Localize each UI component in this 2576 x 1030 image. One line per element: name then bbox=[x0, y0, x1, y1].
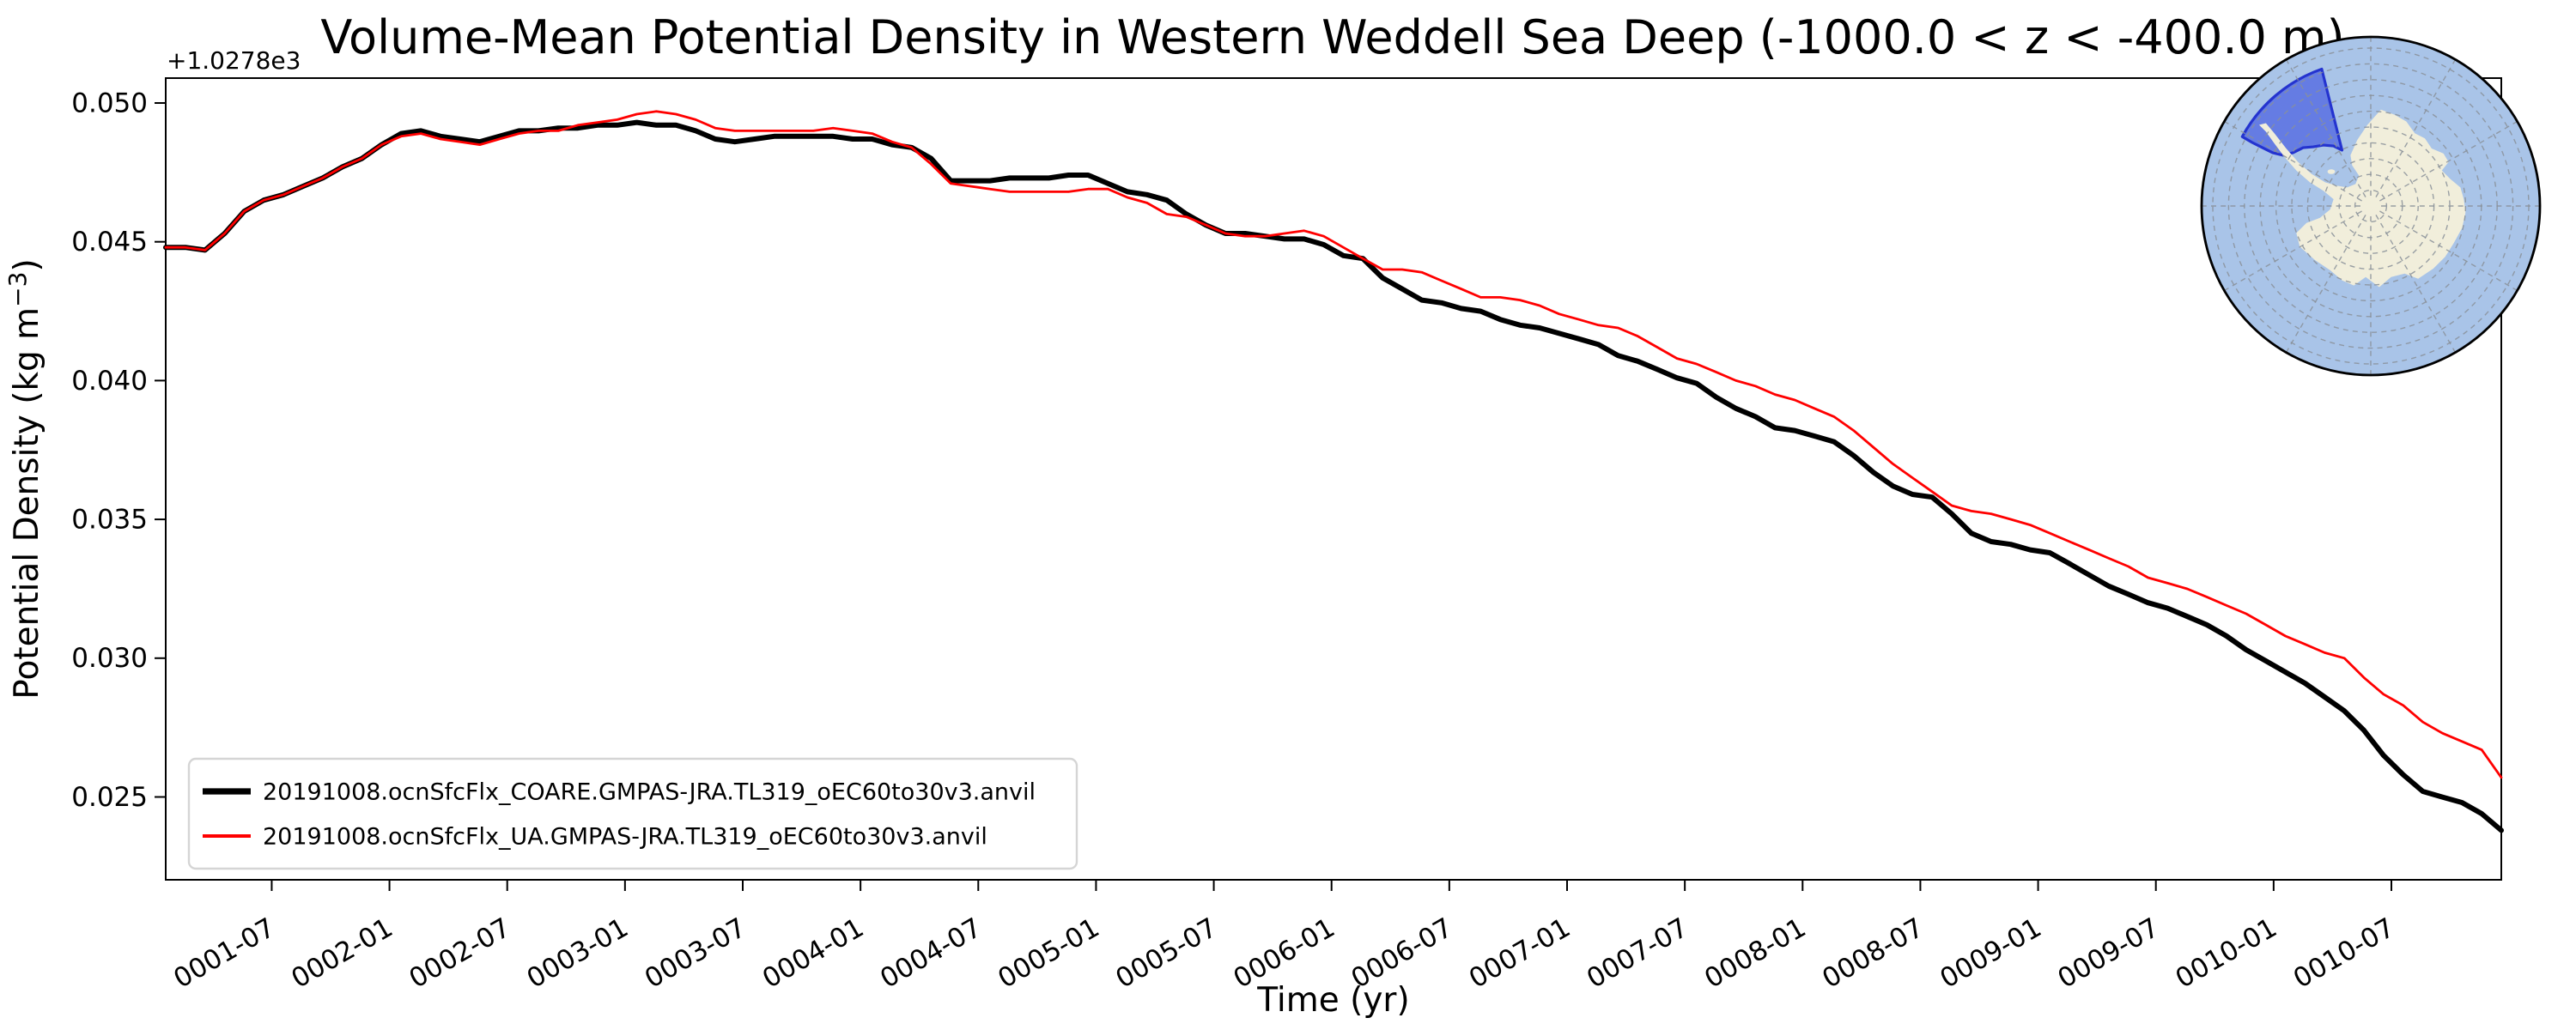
y-tick-label: 0.045 bbox=[71, 227, 148, 258]
axes-spines bbox=[165, 77, 2502, 881]
y-tick-label: 0.025 bbox=[71, 782, 148, 813]
x-tick-label: 0002-01 bbox=[286, 912, 398, 995]
x-tick-label: 0004-01 bbox=[757, 912, 869, 995]
x-tick-label: 0002-07 bbox=[404, 912, 516, 995]
map-meridian-line bbox=[2379, 210, 2518, 292]
y-tick-label: 0.050 bbox=[71, 88, 148, 118]
x-tick-label: 0008-01 bbox=[1699, 912, 1811, 995]
series-lines bbox=[163, 110, 2504, 833]
x-tick-label: 0007-01 bbox=[1464, 912, 1576, 995]
x-tick-label: 0008-07 bbox=[1817, 912, 1929, 995]
x-tick-label: 0005-07 bbox=[1110, 912, 1222, 995]
x-tick-label: 0003-07 bbox=[640, 912, 751, 995]
x-tick-label: 0007-07 bbox=[1582, 912, 1693, 995]
x-tick-label: 0005-01 bbox=[993, 912, 1104, 995]
inset-map bbox=[2200, 35, 2542, 377]
map-graticule bbox=[2202, 37, 2540, 375]
x-tick-label: 0009-07 bbox=[2053, 912, 2165, 995]
map-islet bbox=[2327, 169, 2336, 174]
y-axis-ticks: 0.050 0.045 0.040 0.035 0.030 0.025 bbox=[71, 88, 166, 813]
map-meridian-line bbox=[2375, 215, 2457, 353]
legend-entry-label: 20191008.ocnSfcFlx_UA.GMPAS-JRA.TL319_oE… bbox=[263, 824, 987, 851]
map-meridian-line bbox=[2375, 59, 2457, 197]
map-meridian-line bbox=[2285, 215, 2366, 353]
y-axis-label: Potential Density (kg m−3) bbox=[3, 258, 46, 699]
y-tick-label: 0.035 bbox=[71, 505, 148, 536]
map-latitude-circle bbox=[2323, 158, 2419, 254]
map-antarctica-land bbox=[2258, 109, 2466, 288]
y-tick-label: 0.030 bbox=[71, 643, 148, 674]
x-tick-label: 0001-07 bbox=[168, 912, 280, 995]
x-axis-label: Time (yr) bbox=[1256, 981, 1409, 1020]
y-tick-label: 0.040 bbox=[71, 366, 148, 397]
legend-box bbox=[187, 757, 1078, 870]
map-latitude-circle bbox=[2227, 63, 2514, 349]
x-axis-ticks: 0001-07 0002-01 0002-07 0003-01 0003-07 0004-… bbox=[168, 880, 2400, 995]
x-tick-label: 0010-01 bbox=[2171, 912, 2282, 995]
map-edge-circle bbox=[2200, 35, 2542, 377]
series-line bbox=[164, 110, 2503, 779]
x-tick-label: 0004-07 bbox=[875, 912, 987, 995]
x-tick-label: 0003-01 bbox=[522, 912, 634, 995]
map-meridian-line bbox=[2285, 59, 2366, 197]
legend-entry-label: 20191008.ocnSfcFlx_COARE.GMPAS-JRA.TL319… bbox=[263, 779, 1036, 806]
map-meridian-line bbox=[2379, 120, 2518, 202]
map-latitude-circle bbox=[2354, 189, 2388, 223]
chart-title: Volume-Mean Potential Density in Western… bbox=[320, 10, 2344, 64]
x-tick-label: 0010-07 bbox=[2288, 912, 2400, 995]
series-line bbox=[163, 119, 2504, 833]
y-axis-offset-text: +1.0278e3 bbox=[167, 46, 301, 75]
map-latitude-circle bbox=[2275, 110, 2467, 302]
x-tick-label: 0009-01 bbox=[1935, 912, 2046, 995]
legend: 20191008.ocnSfcFlx_COARE.GMPAS-JRA.TL319… bbox=[187, 757, 1078, 870]
map-meridian-line bbox=[2224, 210, 2362, 292]
map-meridian-line bbox=[2224, 120, 2362, 202]
